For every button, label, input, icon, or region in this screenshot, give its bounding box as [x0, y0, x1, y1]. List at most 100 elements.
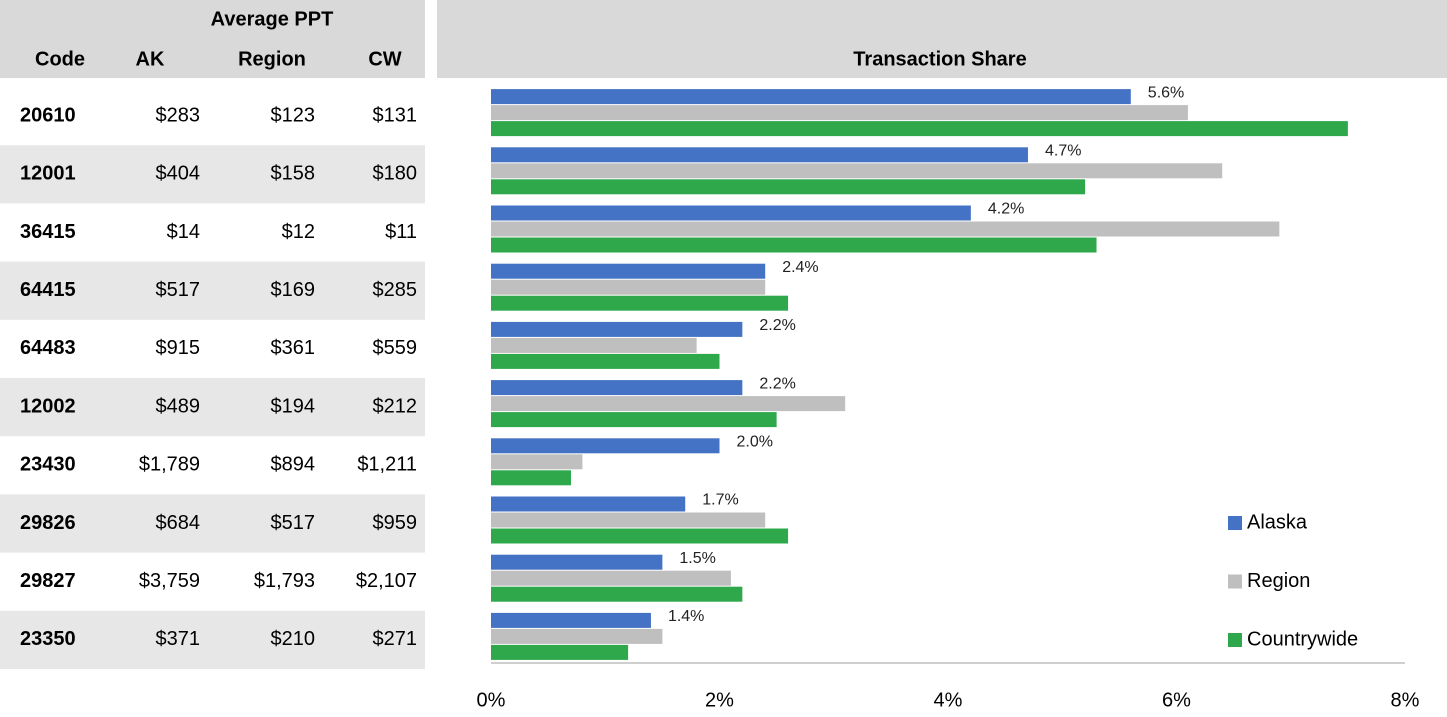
legend-swatch — [1228, 516, 1242, 530]
bar — [491, 528, 789, 544]
data-label: 2.2% — [759, 375, 795, 392]
value-cell: $894 — [271, 454, 316, 476]
code-cell: 12001 — [20, 163, 76, 185]
value-cell: $517 — [156, 279, 201, 301]
bar — [491, 221, 1280, 237]
row-bg — [0, 378, 425, 437]
code-cell: 23350 — [20, 628, 76, 650]
data-label: 5.6% — [1148, 84, 1184, 101]
value-cell: $915 — [156, 337, 201, 359]
bar — [491, 454, 583, 470]
legend-swatch — [1228, 633, 1242, 647]
bar — [491, 263, 766, 279]
value-cell: $283 — [156, 104, 201, 126]
value-cell: $12 — [282, 221, 315, 243]
value-cell: $1,789 — [139, 454, 200, 476]
bar — [491, 612, 651, 628]
bar — [491, 279, 766, 295]
value-cell: $404 — [156, 163, 201, 185]
value-cell: $158 — [271, 163, 316, 185]
row-bg — [0, 261, 425, 320]
data-label: 2.4% — [782, 259, 818, 276]
x-tick-label: 0% — [477, 689, 506, 711]
bar — [491, 586, 743, 602]
bar — [491, 121, 1348, 137]
value-cell: $517 — [271, 512, 316, 534]
bar — [491, 147, 1028, 163]
data-label: 4.7% — [1045, 143, 1081, 160]
bar — [491, 512, 766, 528]
value-cell: $3,759 — [139, 570, 200, 592]
value-cell: $180 — [373, 163, 418, 185]
legend-label: Countrywide — [1247, 628, 1358, 650]
bar — [491, 644, 629, 660]
code-cell: 64415 — [20, 279, 76, 301]
row-bg — [0, 494, 425, 553]
code-cell: 36415 — [20, 221, 76, 243]
code-cell: 23430 — [20, 454, 76, 476]
data-label: 1.7% — [702, 492, 738, 509]
value-cell: $212 — [373, 395, 418, 417]
data-label: 2.0% — [737, 434, 773, 451]
column-header: Code — [35, 48, 85, 70]
data-label: 1.4% — [668, 608, 704, 625]
legend-swatch — [1228, 574, 1242, 589]
column-header: AK — [136, 48, 165, 70]
data-label: 1.5% — [679, 550, 715, 567]
data-label: 4.2% — [988, 201, 1024, 218]
value-cell: $285 — [373, 279, 418, 301]
group-header: Average PPT — [211, 8, 334, 30]
bar — [491, 470, 571, 486]
bar — [491, 554, 663, 570]
x-tick-label: 6% — [1162, 689, 1191, 711]
chart-header-bg — [437, 0, 1447, 78]
value-cell: $131 — [373, 104, 418, 126]
legend-label: Region — [1247, 570, 1310, 592]
value-cell: $2,107 — [356, 570, 417, 592]
bar — [491, 380, 743, 396]
bar — [491, 396, 846, 412]
table-header-bg — [0, 0, 425, 78]
legend-label: Alaska — [1247, 511, 1308, 533]
bar — [491, 412, 777, 428]
bar — [491, 628, 663, 644]
code-cell: 20610 — [20, 104, 76, 126]
value-cell: $14 — [167, 221, 200, 243]
bar — [491, 163, 1223, 179]
value-cell: $271 — [373, 628, 418, 650]
code-cell: 29826 — [20, 512, 76, 534]
data-label: 2.2% — [759, 317, 795, 334]
value-cell: $559 — [373, 337, 418, 359]
x-tick-label: 2% — [705, 689, 734, 711]
bar — [491, 179, 1086, 195]
bar — [491, 89, 1131, 105]
bar — [491, 295, 789, 311]
x-tick-label: 8% — [1391, 689, 1420, 711]
row-bg — [0, 145, 425, 204]
value-cell: $210 — [271, 628, 316, 650]
value-cell: $361 — [271, 337, 316, 359]
value-cell: $684 — [156, 512, 201, 534]
bar — [491, 337, 697, 353]
bar — [491, 496, 686, 512]
row-bg — [0, 610, 425, 669]
bar — [491, 105, 1188, 121]
bar — [491, 237, 1097, 253]
code-cell: 12002 — [20, 395, 76, 417]
bar — [491, 205, 971, 221]
value-cell: $1,793 — [254, 570, 315, 592]
bar — [491, 570, 731, 586]
bar — [491, 321, 743, 337]
bar — [491, 438, 720, 454]
value-cell: $489 — [156, 395, 201, 417]
value-cell: $123 — [271, 104, 316, 126]
value-cell: $371 — [156, 628, 201, 650]
value-cell: $169 — [271, 279, 316, 301]
column-header: CW — [368, 48, 401, 70]
chart-title: Transaction Share — [853, 48, 1026, 70]
value-cell: $194 — [271, 395, 316, 417]
code-cell: 64483 — [20, 337, 76, 359]
bar — [491, 353, 720, 369]
code-cell: 29827 — [20, 570, 76, 592]
